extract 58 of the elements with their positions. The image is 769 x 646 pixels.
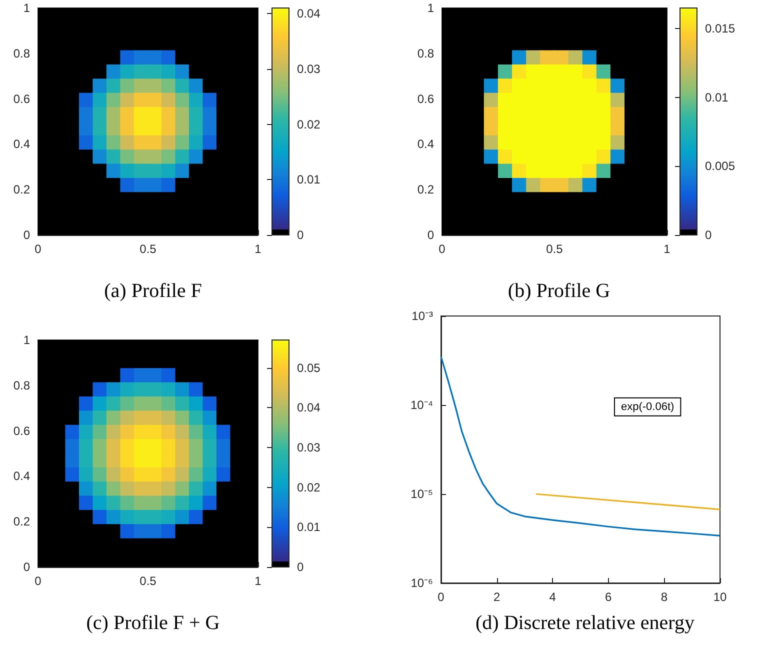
color-bar-label: 0.05 <box>297 360 321 375</box>
color-bar-label: 0.03 <box>297 440 321 455</box>
y-tick-label: 0.4 <box>13 137 30 152</box>
y-tick-label: 0 <box>427 228 434 242</box>
y-tick-label: 0.6 <box>417 92 434 106</box>
y-tick-label: 1 <box>23 1 30 15</box>
y-tick-label: 0.6 <box>13 424 30 438</box>
color-bar-label: 0 <box>705 228 712 242</box>
y-tick-label: 0.6 <box>13 92 30 106</box>
y-tick-label: 10⁻⁴ <box>410 398 433 412</box>
color-bar-label: 0 <box>297 228 304 242</box>
color-bar-label: 0.02 <box>297 117 321 132</box>
y-tick-label: 1 <box>23 333 30 347</box>
y-tick-label: 0.4 <box>417 137 434 152</box>
x-tick-label: 10 <box>713 590 727 604</box>
color-bar-label: 0.01 <box>297 172 321 187</box>
y-tick-label: 0.8 <box>13 378 30 392</box>
y-tick-label: 10⁻⁵ <box>410 487 434 501</box>
y-tick-label: 10⁻³ <box>412 309 434 323</box>
color-bar-label: 0.01 <box>705 90 729 104</box>
x-tick-label: 1 <box>254 242 262 256</box>
x-tick-label: 4 <box>549 590 556 604</box>
text: (c) Profile F + G <box>86 612 220 634</box>
text: (b) Profile G <box>508 280 610 302</box>
x-tick-label: 0 <box>438 590 445 604</box>
y-tick-label: 0.8 <box>13 46 30 60</box>
y-tick-label: 0 <box>23 560 30 574</box>
color-bar-label: 0 <box>297 560 304 574</box>
y-tick-label: 0.8 <box>417 46 434 60</box>
color-bar-label: 0.005 <box>705 159 736 174</box>
color-bar-label: 0.015 <box>705 22 736 36</box>
y-tick-label: 0.2 <box>417 182 434 197</box>
x-tick-label: 0 <box>438 242 446 256</box>
text: (d) Discrete relative energy <box>476 612 694 634</box>
annotation: exp(-0.06t) <box>620 400 674 413</box>
color-bar-label: 0.01 <box>297 520 321 534</box>
y-tick-label: 0.2 <box>13 514 30 529</box>
x-tick-label: 0.5 <box>546 242 564 256</box>
color-bar-label: 0.04 <box>297 400 321 415</box>
color-bar-label: 0.02 <box>297 480 321 494</box>
x-tick-label: 1 <box>254 574 262 588</box>
x-tick-label: 2 <box>493 590 500 604</box>
x-tick-label: 6 <box>605 590 612 604</box>
y-tick-label: 0.2 <box>13 182 30 197</box>
color-bar-label: 0.04 <box>297 6 321 21</box>
x-tick-label: 0 <box>34 242 42 256</box>
x-tick-label: 0 <box>34 574 42 588</box>
color-bar-label: 0.03 <box>297 62 321 76</box>
y-tick-label: 1 <box>427 1 434 15</box>
x-tick-label: 0.5 <box>140 574 157 588</box>
y-tick-label: 10⁻⁶ <box>410 576 434 590</box>
y-tick-label: 0 <box>23 228 30 242</box>
y-tick-label: 0.4 <box>13 469 30 484</box>
x-tick-label: 1 <box>664 242 671 256</box>
x-tick-label: 8 <box>660 590 668 604</box>
line-series <box>440 356 721 536</box>
text: (a) Profile F <box>104 280 202 302</box>
x-tick-label: 0.5 <box>140 242 157 256</box>
